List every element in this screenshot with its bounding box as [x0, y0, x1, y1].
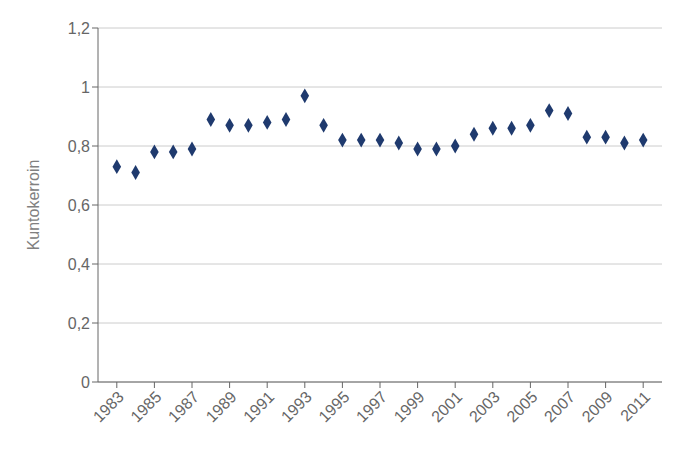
svg-text:2011: 2011	[617, 388, 653, 424]
svg-text:1997: 1997	[353, 388, 390, 425]
svg-text:1993: 1993	[278, 388, 315, 425]
svg-text:1995: 1995	[315, 388, 352, 425]
svg-text:0,6: 0,6	[68, 197, 90, 214]
svg-text:2007: 2007	[541, 388, 578, 425]
svg-text:1987: 1987	[165, 388, 202, 425]
svg-text:1983: 1983	[90, 388, 127, 425]
svg-text:2005: 2005	[503, 388, 540, 425]
svg-text:1991: 1991	[240, 388, 277, 425]
svg-text:0,2: 0,2	[68, 315, 90, 332]
svg-text:1,2: 1,2	[68, 20, 90, 37]
svg-text:1989: 1989	[203, 388, 240, 425]
svg-text:2001: 2001	[428, 388, 465, 425]
svg-text:0,8: 0,8	[68, 138, 90, 155]
svg-text:0: 0	[81, 374, 90, 391]
svg-text:1: 1	[81, 79, 90, 96]
svg-text:2003: 2003	[466, 388, 503, 425]
svg-text:0,4: 0,4	[68, 256, 90, 273]
svg-text:Kuntokerroin: Kuntokerroin	[25, 160, 42, 251]
svg-text:1999: 1999	[391, 388, 428, 425]
svg-text:1985: 1985	[127, 388, 164, 425]
svg-text:2009: 2009	[579, 388, 616, 425]
